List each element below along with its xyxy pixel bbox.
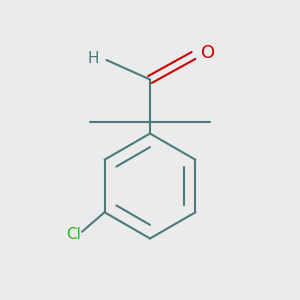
- Text: O: O: [201, 44, 215, 62]
- Text: Cl: Cl: [66, 227, 80, 242]
- Text: H: H: [88, 51, 99, 66]
